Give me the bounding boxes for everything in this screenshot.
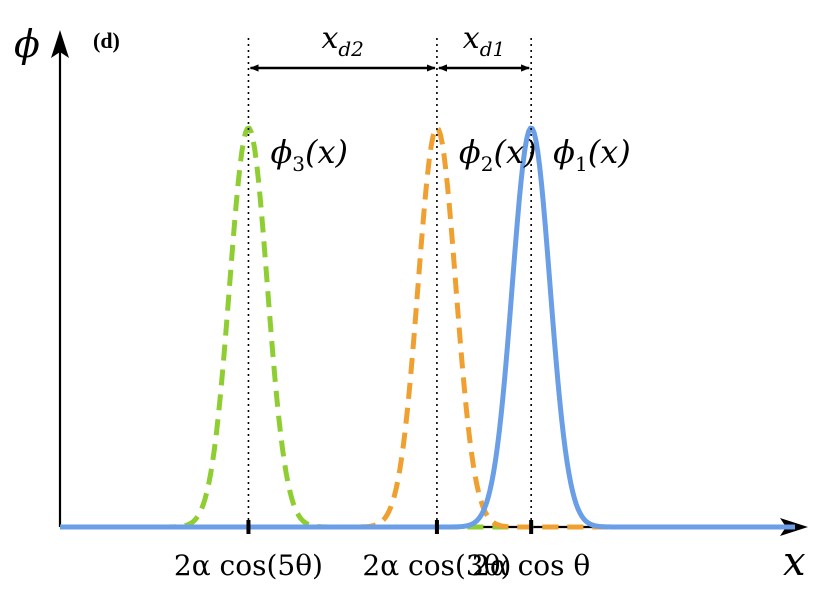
distance-arrow-group: xd1 xd2 bbox=[249, 21, 531, 72]
x-tick-label-2-cos-5: 2α cos(5θ) bbox=[174, 549, 323, 582]
y-axis-arrowhead bbox=[51, 30, 69, 58]
series-label-phi1: ϕ1(x) bbox=[553, 133, 631, 176]
series-label-phi3: ϕ3(x) bbox=[270, 133, 348, 176]
series-group bbox=[59, 125, 796, 530]
series-line-phi1 bbox=[59, 125, 796, 530]
y-axis-label: ϕ bbox=[14, 22, 40, 66]
series-label-phi2: ϕ2(x) bbox=[459, 133, 537, 176]
guide-group bbox=[247, 38, 532, 527]
x-tick-label-2-cos: 2α cos θ bbox=[472, 549, 590, 582]
tick-group: 2α cos(5θ) 2α cos(3θ)2α cos θ bbox=[174, 520, 590, 582]
series-line-phi2 bbox=[59, 125, 796, 530]
distance-label-xd2: xd2 bbox=[321, 21, 363, 61]
axes bbox=[51, 30, 808, 536]
x-tick-label-2-cos-3: 2α cos(3θ) bbox=[362, 549, 511, 582]
series-label-group: ϕ1(x) ϕ2(x) ϕ3(x) bbox=[270, 133, 630, 176]
panel-label: (d) bbox=[93, 28, 120, 53]
distance-label-xd1: xd1 bbox=[463, 21, 505, 61]
x-axis-label: x bbox=[783, 539, 806, 585]
